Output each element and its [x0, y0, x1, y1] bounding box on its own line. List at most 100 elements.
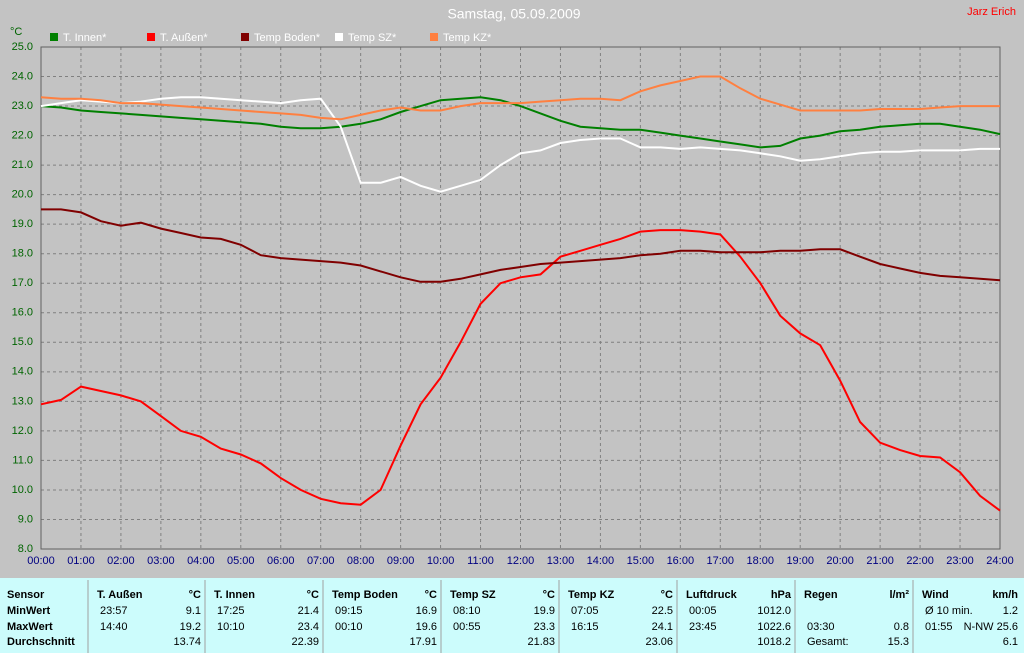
y-tick-label: 17.0 [12, 277, 33, 289]
cell-time: 00:05 [689, 605, 717, 617]
x-tick-label: 09:00 [387, 555, 415, 567]
legend-label: Temp SZ* [348, 32, 397, 44]
x-tick-label: 14:00 [587, 555, 615, 567]
y-tick-label: 14.0 [12, 366, 33, 378]
cell-value: 24.1 [652, 621, 673, 633]
cell-time: 16:15 [571, 621, 599, 633]
x-tick-label: 16:00 [667, 555, 695, 567]
series-line [40, 75, 1000, 121]
cell-value: 23.3 [534, 621, 555, 633]
author: Jarz Erich [967, 6, 1016, 18]
y-tick-label: 10.0 [12, 484, 33, 496]
cell-time: 23:57 [100, 605, 128, 617]
x-tick-label: 04:00 [187, 555, 215, 567]
y-tick-label: 15.0 [12, 336, 33, 348]
legend-swatch [241, 33, 249, 41]
y-tick-label: 19.0 [12, 218, 33, 230]
x-tick-label: 22:00 [906, 555, 934, 567]
column-unit: km/h [992, 589, 1018, 601]
legend-swatch [335, 33, 343, 41]
series-line [41, 208, 1001, 283]
column-unit: °C [661, 589, 673, 601]
column-header: Sensor [7, 589, 45, 601]
table-background [0, 578, 1024, 653]
y-tick-label: 20.0 [12, 189, 33, 201]
column-header: Wind [922, 589, 949, 601]
row-label: MaxWert [7, 621, 53, 633]
column-unit: °C [425, 589, 437, 601]
x-tick-label: 17:00 [707, 555, 735, 567]
cell-value: 1022.6 [757, 621, 791, 633]
cell-value: 19.9 [534, 605, 555, 617]
cell-time: Ø 10 min. [925, 605, 973, 617]
cell-value: 23.4 [298, 621, 319, 633]
cell-time: 14:40 [100, 621, 128, 633]
series-line [40, 229, 1001, 512]
column-unit: hPa [771, 589, 792, 601]
cell-time: 00:10 [335, 621, 363, 633]
background [0, 0, 1024, 578]
x-tick-label: 18:00 [746, 555, 774, 567]
y-tick-label: 23.0 [12, 100, 33, 112]
x-tick-label: 02:00 [107, 555, 135, 567]
cell-time: 23:45 [689, 621, 717, 633]
cell-value: 19.6 [416, 621, 437, 633]
y-tick-label: 8.0 [18, 543, 33, 555]
cell-value: 21.83 [527, 636, 555, 648]
x-tick-label: 24:00 [986, 555, 1014, 567]
cell-time: 08:10 [453, 605, 481, 617]
x-tick-label: 00:00 [27, 555, 55, 567]
cell-time: 07:05 [571, 605, 599, 617]
x-tick-label: 07:00 [307, 555, 335, 567]
cell-value: 23.06 [645, 636, 673, 648]
cell-value: 19.2 [180, 621, 201, 633]
x-tick-label: 08:00 [347, 555, 375, 567]
legend-swatch [430, 33, 438, 41]
x-tick-label: 12:00 [507, 555, 535, 567]
column-header: Temp KZ [568, 589, 615, 601]
cell-value: 1018.2 [757, 636, 791, 648]
column-unit: l/m² [889, 589, 909, 601]
legend-label: T. Außen* [160, 32, 208, 44]
x-tick-label: 11:00 [467, 555, 494, 567]
column-unit: °C [543, 589, 555, 601]
x-tick-label: 15:00 [627, 555, 655, 567]
legend-label: T. Innen* [63, 32, 107, 44]
cell-value: 1012.0 [757, 605, 791, 617]
y-tick-label: 25.0 [12, 41, 33, 53]
chart-title: Samstag, 05.09.2009 [447, 6, 580, 22]
cell-value: 1.2 [1003, 605, 1018, 617]
cell-value: 6.1 [1003, 636, 1018, 648]
x-tick-label: 05:00 [227, 555, 255, 567]
cell-time: 00:55 [453, 621, 481, 633]
y-tick-label: 9.0 [18, 513, 33, 525]
series-line [40, 96, 1001, 149]
x-tick-label: 21:00 [866, 555, 894, 567]
cell-value: N-NW 25.6 [964, 621, 1018, 633]
y-tick-label: 12.0 [12, 425, 33, 437]
column-header: Temp SZ [450, 589, 496, 601]
y-tick-label: 18.0 [12, 248, 33, 260]
cell-time: 10:10 [217, 621, 245, 633]
x-tick-label: 13:00 [547, 555, 575, 567]
column-header: Temp Boden [332, 589, 398, 601]
y-tick-label: 16.0 [12, 307, 33, 319]
row-label: Durchschnitt [7, 636, 75, 648]
x-tick-label: 20:00 [826, 555, 854, 567]
x-tick-label: 10:00 [427, 555, 455, 567]
legend-swatch [147, 33, 155, 41]
y-tick-label: 22.0 [12, 129, 33, 141]
cell-value: 22.39 [291, 636, 319, 648]
cell-value: 22.5 [652, 605, 673, 617]
cell-value: 13.74 [173, 636, 201, 648]
column-header: T. Innen [214, 589, 255, 601]
x-tick-label: 19:00 [786, 555, 814, 567]
cell-value: 21.4 [298, 605, 319, 617]
cell-time: 03:30 [807, 621, 835, 633]
column-unit: °C [307, 589, 319, 601]
column-unit: °C [189, 589, 201, 601]
cell-time: 01:55 [925, 621, 953, 633]
x-tick-label: 01:00 [67, 555, 95, 567]
legend-swatch [50, 33, 58, 41]
